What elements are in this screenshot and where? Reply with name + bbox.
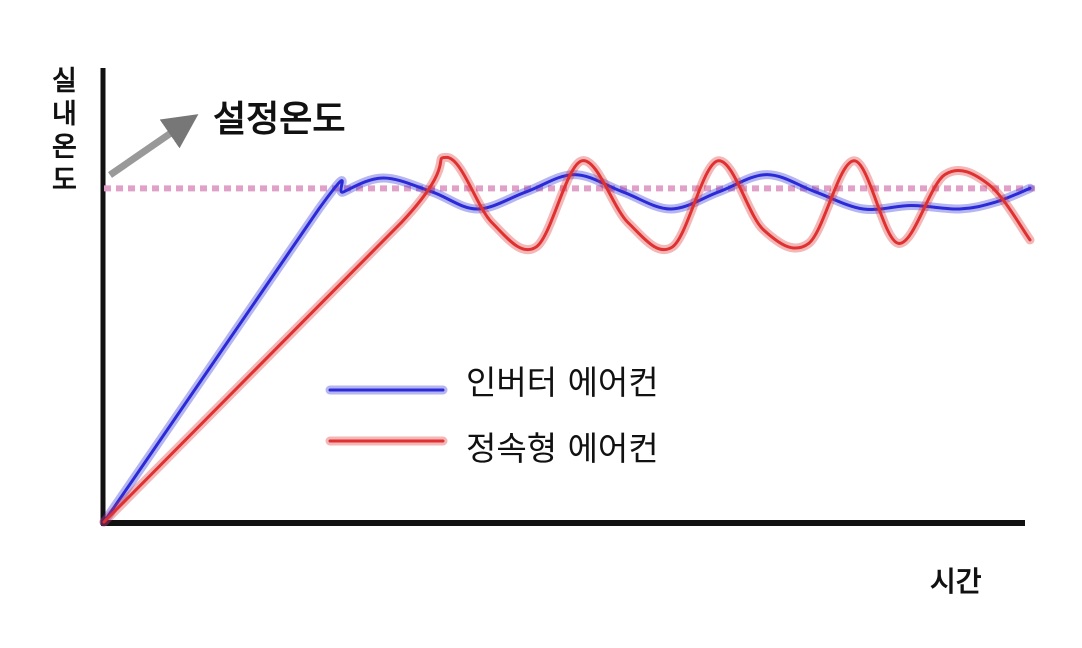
y-axis-label-char-3: 온 (52, 132, 77, 163)
y-axis-label-char-4: 도 (52, 165, 77, 196)
series-fixed-speed (99, 152, 1035, 527)
series-inverter (99, 170, 1035, 527)
legend-label-fixed-speed: 정속형 에어컨 (466, 429, 659, 468)
setpoint-annotation: 설정온도 (213, 99, 346, 140)
setpoint-arrow (108, 114, 199, 178)
legend-label-inverter: 인버터 에어컨 (466, 363, 659, 402)
x-axis-label: 시간 (930, 565, 982, 598)
y-axis-label-char-2: 내 (52, 99, 77, 130)
y-axis-label-char-1: 실 (52, 66, 77, 97)
series-line (102, 155, 1032, 524)
series-line (102, 173, 1032, 524)
